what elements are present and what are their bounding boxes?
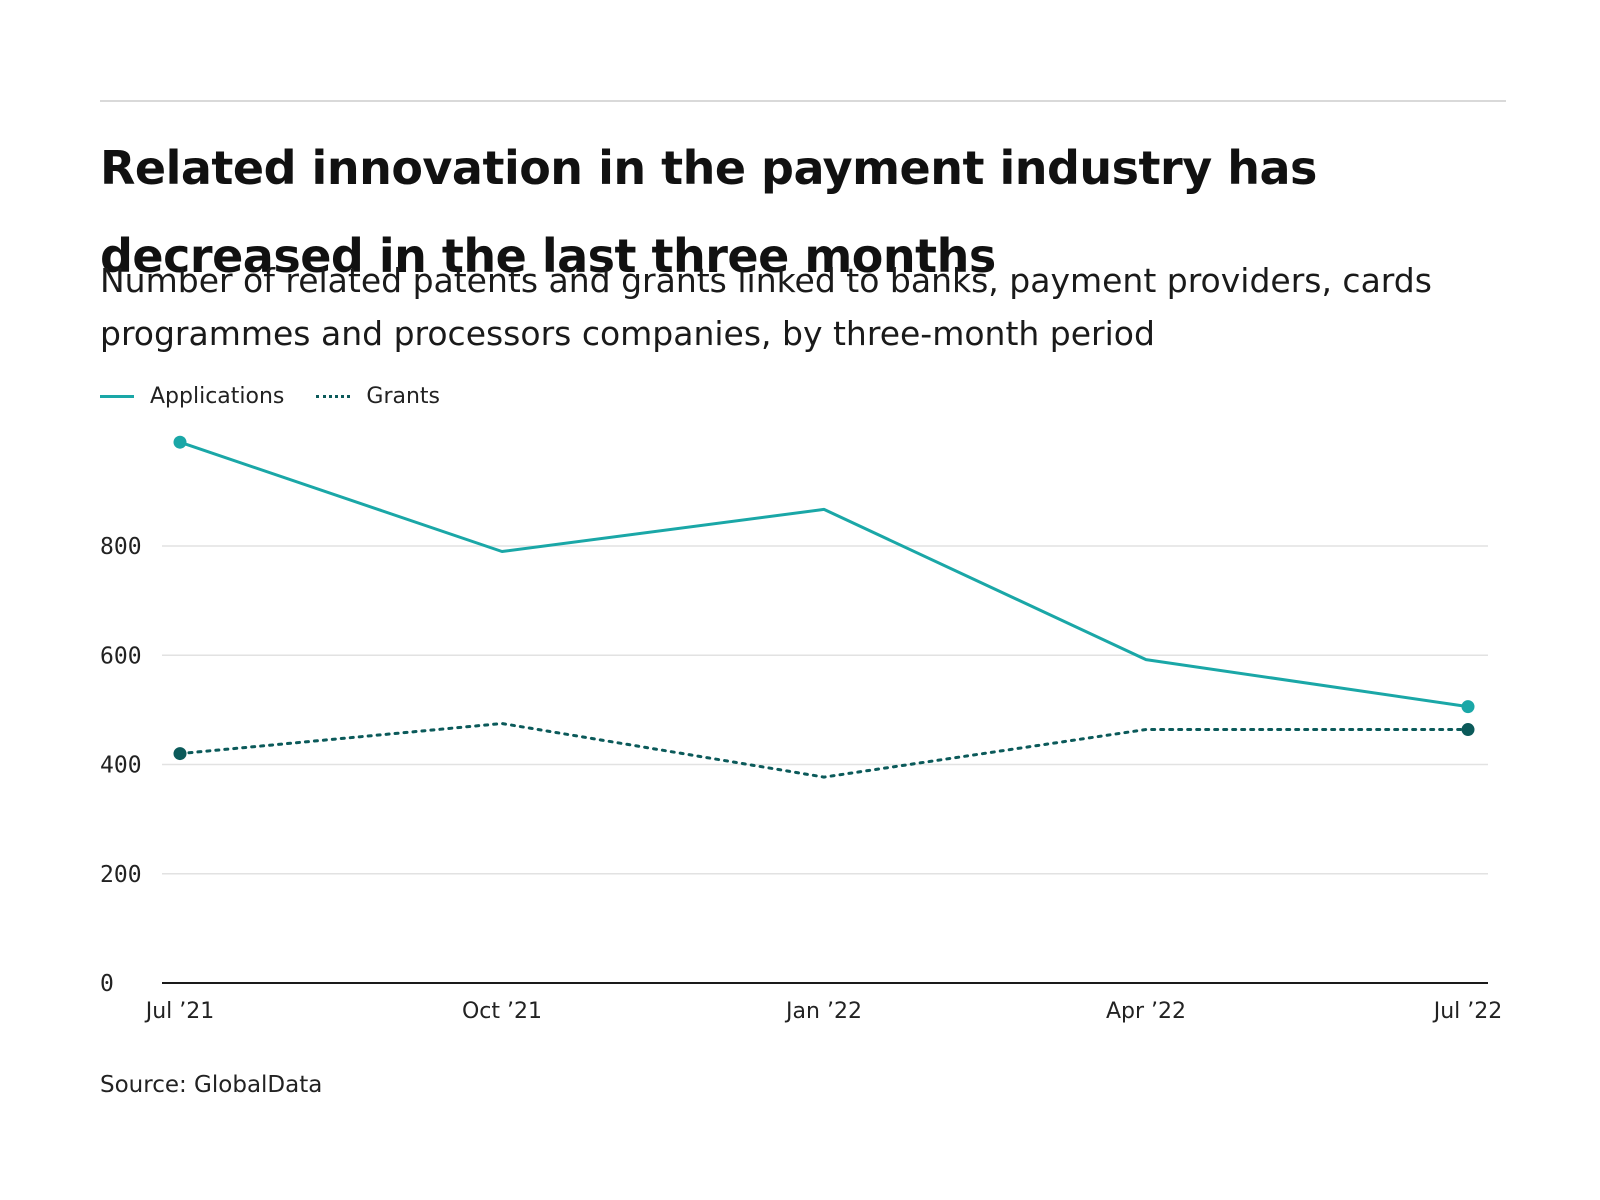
legend-item-applications: Applications [100,384,284,409]
y-tick-label-400: 400 [100,753,142,779]
x-tick-label-1: Oct ’21 [462,999,542,1024]
legend-swatch-grants [316,394,351,398]
chart-subtitle: Number of related patents and grants lin… [100,261,1432,353]
chart-title: Related innovation in the payment indust… [100,141,1317,283]
x-axis-ticks: Jul ’21 Oct ’21 Jan ’22 Apr ’22 Jul ’22 [144,999,1503,1024]
point-grants-4 [1461,723,1475,737]
source-note: Source: GlobalData [100,1072,323,1098]
top-divider [100,100,1506,102]
series-line-grants [178,722,1470,779]
legend-label-grants: Grants [366,383,440,409]
legend-label-applications: Applications [150,383,285,409]
series-lines [178,440,1470,779]
series-points [173,435,1475,761]
x-tick-label-0: Jul ’21 [144,999,215,1024]
gridlines [162,545,1488,984]
y-tick-label-800: 800 [100,534,142,560]
y-tick-label-600: 600 [100,643,142,669]
legend: Applications Grants [100,380,472,412]
point-applications-0 [173,435,187,449]
y-axis-ticks: 0 200 400 600 800 [100,534,142,997]
x-tick-label-2: Jan ’22 [784,999,862,1024]
x-tick-label-3: Apr ’22 [1106,999,1186,1024]
x-tick-label-4: Jul ’22 [1432,999,1503,1024]
point-applications-4 [1461,700,1475,714]
y-tick-label-200: 200 [100,862,142,888]
point-grants-0 [173,747,187,761]
legend-item-grants: Grants [316,384,440,409]
series-line-applications [179,440,1469,709]
line-chart: 0 200 400 600 800 Jul ’21 Oct ’21 Jan ’22 Apr ’… [100,435,1503,1024]
y-tick-label-0: 0 [100,971,114,997]
legend-swatch-applications [100,394,134,398]
